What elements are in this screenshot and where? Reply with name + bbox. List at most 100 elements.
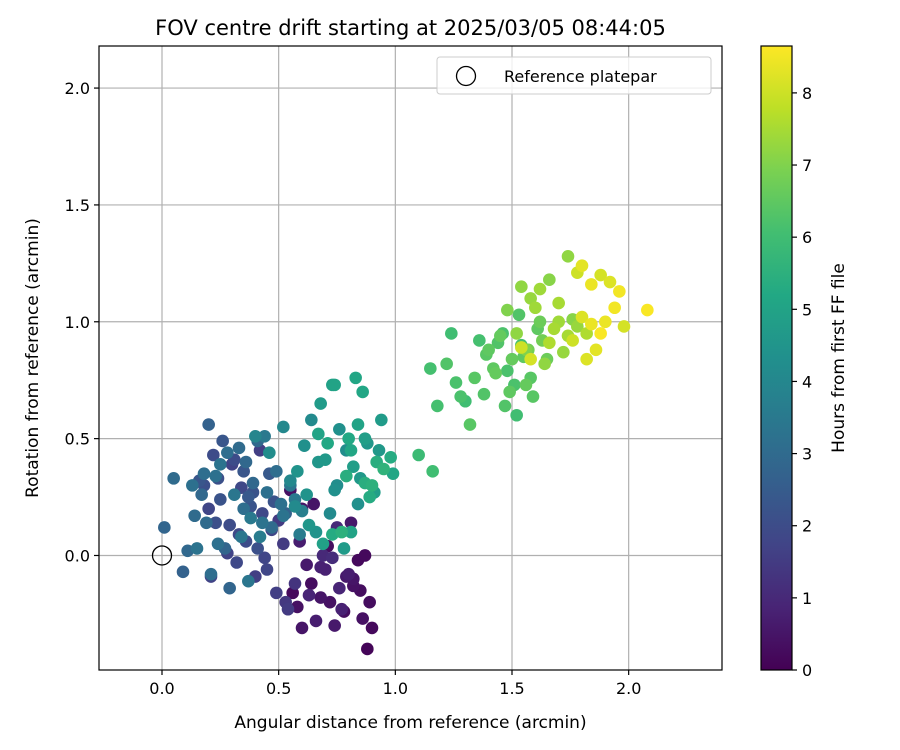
- data-point: [328, 619, 341, 632]
- data-point: [186, 479, 199, 492]
- data-point: [580, 352, 593, 366]
- data-point: [260, 563, 274, 576]
- data-point: [207, 448, 220, 462]
- data-point: [445, 327, 458, 340]
- data-point: [232, 441, 246, 455]
- data-point: [333, 581, 346, 595]
- data-point: [214, 458, 227, 471]
- data-point: [501, 364, 514, 378]
- data-point: [284, 474, 297, 487]
- data-point: [510, 408, 523, 422]
- data-point: [356, 612, 369, 625]
- x-axis-label: Angular distance from reference (arcmin): [234, 713, 586, 733]
- data-point: [463, 418, 477, 431]
- data-point: [538, 357, 551, 371]
- data-point: [333, 422, 346, 436]
- colorbar-tick-label: 0: [802, 661, 812, 680]
- data-point: [190, 542, 204, 555]
- colorbar-label: Hours from first FF file: [829, 263, 849, 453]
- colorbar-tick-label: 5: [802, 300, 812, 319]
- x-tick-label: 0.0: [149, 679, 174, 698]
- data-point: [533, 315, 547, 329]
- data-point: [277, 537, 290, 551]
- chart-title: FOV centre drift starting at 2025/03/05 …: [155, 16, 666, 40]
- legend-box: [436, 56, 712, 95]
- data-point: [363, 490, 376, 504]
- data-point: [575, 259, 589, 272]
- colorbar-tick-label: 2: [802, 517, 812, 536]
- data-point: [344, 516, 358, 530]
- data-point: [209, 469, 222, 483]
- data-point: [375, 413, 388, 427]
- data-point: [249, 429, 262, 443]
- data-point: [489, 366, 502, 380]
- colorbar-tick-label: 7: [802, 156, 812, 175]
- data-point: [337, 542, 351, 555]
- y-axis-ticks: 0.0 0.5 1.0 1.5 2.0: [65, 79, 99, 565]
- data-point: [216, 434, 229, 448]
- data-point: [533, 282, 547, 296]
- data-point: [223, 518, 236, 532]
- data-point: [237, 502, 250, 516]
- data-point: [281, 602, 295, 616]
- data-point: [300, 488, 313, 502]
- data-point: [384, 451, 397, 464]
- y-tick-label: 1.0: [65, 313, 90, 332]
- data-point: [188, 509, 201, 523]
- y-tick-label: 2.0: [65, 79, 90, 98]
- data-point: [335, 525, 348, 539]
- data-point: [277, 420, 290, 434]
- data-point: [211, 537, 225, 551]
- data-point: [256, 507, 269, 520]
- colorbar-ticks: 0 1 2 3 4 5 6 7 8: [792, 84, 812, 680]
- data-point: [524, 292, 537, 305]
- data-point: [449, 376, 463, 389]
- legend: Reference platepar: [436, 56, 712, 95]
- colorbar-tick-label: 3: [802, 445, 812, 464]
- data-points: [158, 250, 654, 656]
- data-point: [515, 341, 528, 354]
- colorbar-tick-label: 6: [802, 228, 812, 247]
- data-point: [221, 446, 234, 459]
- data-point: [251, 542, 264, 555]
- data-point: [319, 453, 332, 466]
- data-point: [468, 371, 481, 385]
- data-point: [494, 329, 507, 343]
- data-point: [543, 336, 556, 350]
- data-point: [328, 483, 341, 497]
- data-point: [302, 518, 316, 532]
- data-point: [510, 327, 523, 340]
- data-point: [235, 530, 248, 544]
- data-point: [349, 371, 362, 385]
- data-point: [524, 352, 537, 366]
- colorbar-frame: [760, 45, 793, 671]
- plot-background: [99, 46, 722, 670]
- data-point: [312, 427, 325, 441]
- data-point: [316, 537, 330, 551]
- data-point: [260, 486, 274, 499]
- data-point: [340, 469, 353, 483]
- data-point: [594, 268, 607, 282]
- data-point: [365, 621, 379, 635]
- data-point: [195, 488, 208, 502]
- data-point: [258, 551, 271, 565]
- data-point: [274, 497, 288, 511]
- data-point: [543, 273, 556, 287]
- data-point: [498, 399, 512, 413]
- data-point: [197, 467, 211, 480]
- data-point: [547, 322, 561, 336]
- data-point: [302, 588, 316, 602]
- data-point: [295, 621, 309, 635]
- data-point: [298, 439, 311, 452]
- data-point: [454, 390, 467, 403]
- data-point: [277, 509, 290, 523]
- data-point: [358, 549, 372, 562]
- legend-entry: Reference platepar: [504, 67, 657, 86]
- data-point: [585, 278, 598, 291]
- data-point: [176, 565, 190, 579]
- data-point: [566, 334, 579, 347]
- x-tick-label: 2.0: [616, 679, 641, 698]
- data-point: [344, 444, 358, 457]
- data-point: [617, 320, 631, 333]
